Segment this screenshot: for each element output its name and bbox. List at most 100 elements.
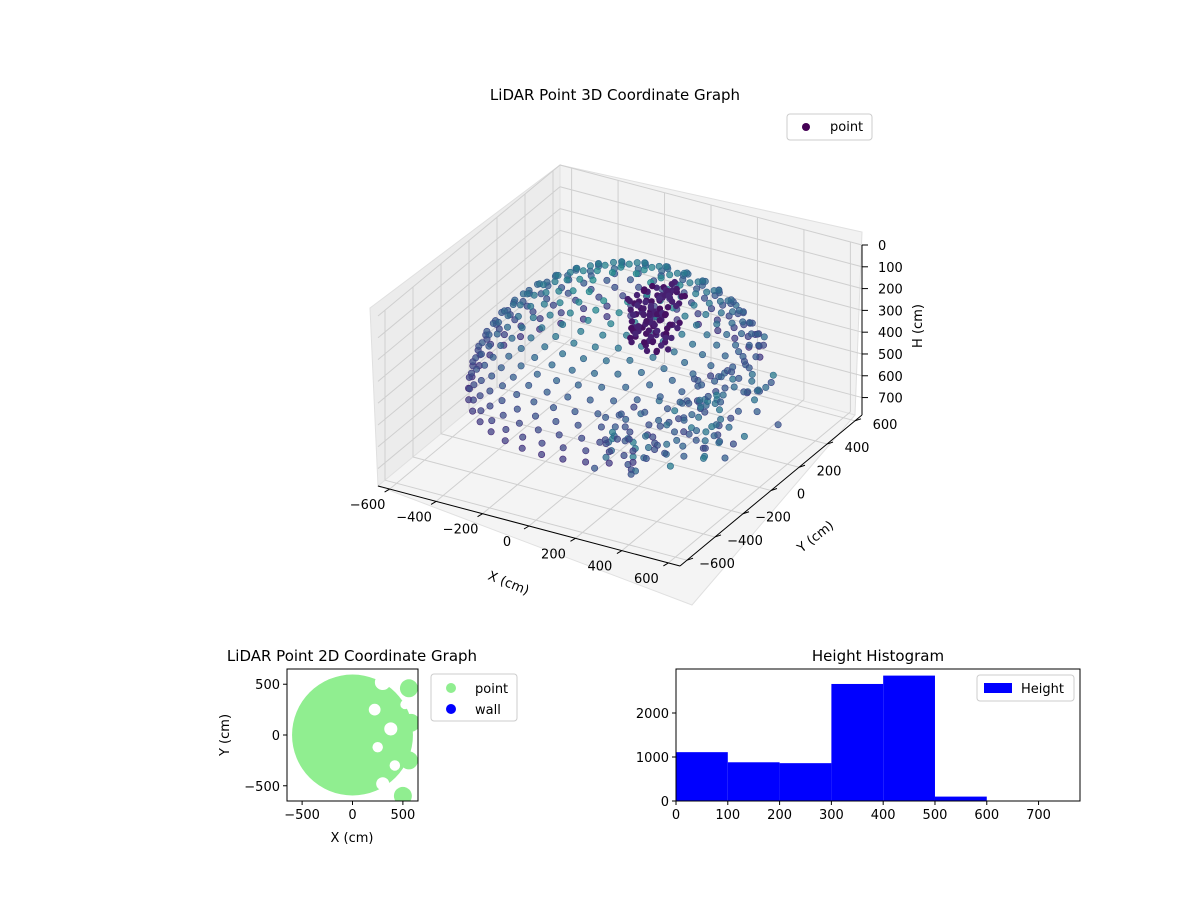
data-point-3d: [642, 432, 650, 440]
data-point-3d: [465, 385, 473, 393]
data-point-3d: [517, 362, 525, 370]
data-point-3d: [497, 364, 505, 372]
data-point-3d: [678, 330, 686, 338]
data-point-3d: [591, 464, 599, 472]
x-axis-label-3d: X (cm): [486, 569, 531, 599]
data-point-3d: [656, 422, 664, 430]
data-point-3d: [515, 419, 523, 427]
data-point-3d: [597, 423, 605, 431]
data-point-3d: [666, 462, 674, 470]
data-point-3d: [658, 342, 665, 349]
data-point-3d: [586, 262, 594, 270]
data-point-3d: [541, 343, 549, 351]
data-point-3d: [579, 355, 587, 363]
data-point-3d: [559, 320, 567, 328]
data-point-3d: [724, 297, 732, 305]
data-point-3d: [750, 396, 758, 404]
data-point-3d: [508, 334, 516, 342]
data-point-3d: [619, 292, 627, 300]
data-point-3d: [556, 299, 564, 307]
gap-2d: [389, 760, 401, 771]
data-point-3d: [523, 290, 531, 298]
data-point-3d: [723, 330, 731, 338]
data-point-3d: [679, 442, 687, 450]
data-point-3d: [680, 416, 688, 424]
grid-line-z-back: [559, 317, 863, 399]
data-point-2d: [393, 786, 412, 801]
data-point-3d: [589, 276, 597, 284]
y-tick-3d: [714, 534, 722, 538]
data-point-3d: [664, 304, 672, 311]
data-point-3d: [485, 331, 493, 339]
data-point-3d: [673, 436, 681, 444]
data-point-3d: [689, 340, 697, 348]
data-point-3d: [698, 351, 706, 359]
data-point-3d: [614, 370, 622, 378]
data-point-3d: [548, 361, 556, 369]
grid-line-z-left: [377, 208, 561, 360]
data-point-3d: [748, 370, 756, 378]
y-tick-label-3d: 400: [845, 441, 870, 456]
data-point-3d: [663, 440, 671, 448]
data-point-3d: [745, 364, 753, 372]
data-point-3d: [633, 396, 641, 404]
data-point-3d: [525, 381, 533, 389]
data-point-3d: [622, 415, 630, 423]
data-point-3d: [505, 352, 513, 360]
data-point-3d: [661, 449, 669, 457]
data-point-3d: [717, 309, 725, 317]
x-tick-label-2d: −500: [284, 808, 320, 823]
legend-3d-label: point: [830, 120, 863, 135]
data-point-3d: [702, 310, 710, 318]
data-point-3d: [719, 391, 727, 399]
grid-line-z-left: [377, 317, 561, 469]
x-tick-label-hist: 300: [819, 808, 844, 823]
data-point-3d: [486, 402, 494, 410]
data-point-3d: [529, 314, 537, 322]
data-point-3d: [697, 403, 705, 411]
data-point-3d: [595, 293, 603, 301]
data-point-3d: [530, 398, 538, 406]
frame-histogram: [675, 668, 1081, 802]
data-point-3d: [500, 307, 508, 315]
data-point-3d: [769, 371, 777, 379]
data-point-3d: [648, 263, 656, 271]
data-point-3d: [584, 316, 592, 324]
data-point-3d: [643, 347, 651, 355]
data-point-3d: [626, 356, 634, 364]
points-3d: [464, 258, 782, 478]
y-tick-label-3d: 200: [817, 464, 842, 479]
data-point-3d: [469, 396, 477, 404]
data-point-3d: [599, 331, 607, 339]
data-point-3d: [519, 433, 527, 441]
data-point-3d: [546, 311, 554, 319]
data-point-3d: [617, 410, 625, 418]
data-point-3d: [625, 260, 633, 268]
x-tick-label-2d: 0: [348, 808, 356, 823]
data-point-3d: [472, 354, 480, 362]
data-point-3d: [645, 421, 653, 429]
data-point-3d: [670, 348, 678, 356]
data-point-3d: [633, 291, 641, 299]
y-tick-label-3d: −400: [727, 534, 763, 549]
data-point-3d: [735, 374, 743, 382]
data-point-3d: [767, 378, 775, 386]
y-tick-3d: [798, 464, 806, 468]
data-point-3d: [566, 268, 574, 276]
data-point-3d: [622, 383, 630, 391]
data-point-3d: [626, 297, 633, 305]
histogram-bar: [676, 752, 728, 801]
data-point-3d: [611, 423, 619, 431]
data-point-3d: [568, 366, 576, 374]
data-point-3d: [578, 434, 586, 442]
data-point-3d: [481, 361, 489, 369]
data-point-3d: [594, 410, 602, 418]
data-point-3d: [502, 425, 510, 433]
data-point-3d: [585, 288, 593, 296]
data-point-3d: [715, 373, 723, 381]
data-point-3d: [762, 383, 770, 391]
y-tick-3d: [742, 511, 750, 515]
data-point-3d: [628, 338, 635, 346]
data-point-3d: [498, 382, 506, 390]
data-point-3d: [594, 259, 602, 267]
